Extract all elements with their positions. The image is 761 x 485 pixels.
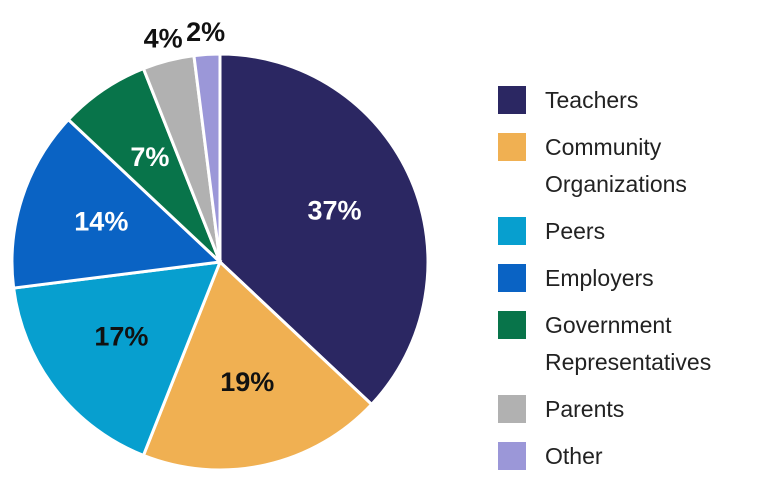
legend-label: Teachers <box>545 87 639 113</box>
legend-label: Parents <box>545 396 625 422</box>
data-label: 37% <box>308 196 362 226</box>
legend-swatch <box>498 133 526 161</box>
data-label: 4% <box>144 24 183 54</box>
data-label: 17% <box>94 322 148 352</box>
legend-swatch <box>498 264 526 292</box>
page: 37% 19% 17% 14% 7% 4% 2% Teachers Community Org… <box>10 16 712 472</box>
data-label: 2% <box>186 17 225 47</box>
legend-swatch <box>498 311 526 339</box>
legend-swatch <box>498 395 526 423</box>
data-label: 7% <box>130 142 169 172</box>
legend-swatch <box>498 217 526 245</box>
chart: 37% 19% 17% 14% 7% 4% 2% <box>10 17 430 472</box>
legend-swatch <box>498 442 526 470</box>
legend-item: Peers <box>498 213 753 250</box>
legend-item: Employers <box>498 260 753 297</box>
legend-item: Government Representatives <box>498 307 753 381</box>
legend-item: Community Organizations <box>498 129 753 203</box>
legend-label: Employers <box>545 265 654 291</box>
legend-item: Parents <box>498 391 753 428</box>
data-label: 14% <box>74 207 128 237</box>
pie-slice <box>11 260 223 458</box>
legend-item: Other <box>498 438 753 475</box>
legend-label: Peers <box>545 218 606 244</box>
legend-label: Government Representatives <box>545 312 712 375</box>
pie-slice <box>218 52 430 407</box>
data-label: 19% <box>220 367 274 397</box>
legend-swatch <box>498 86 526 114</box>
pie-slice <box>10 117 224 290</box>
legend-item: Teachers <box>498 82 753 119</box>
pie-slice <box>192 52 222 263</box>
legend-label: Community Organizations <box>545 134 687 197</box>
legend-label: Other <box>545 443 603 469</box>
legend: Teachers Community Organizations Peers Empl… <box>498 82 753 485</box>
